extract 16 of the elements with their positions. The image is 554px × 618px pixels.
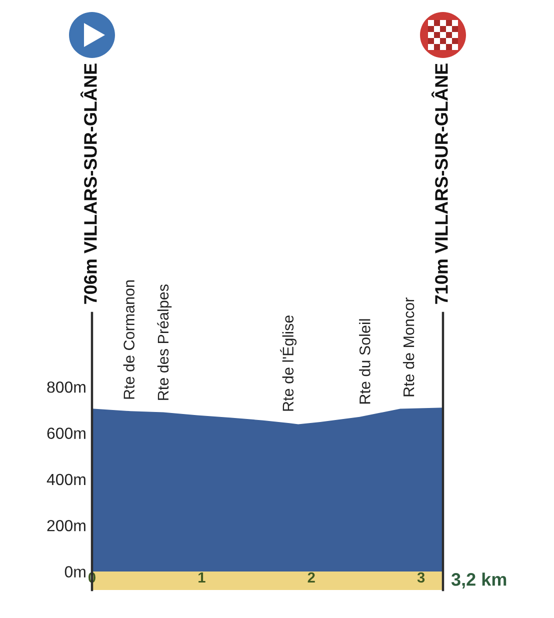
annotation: Rte de Moncor xyxy=(402,298,414,396)
y-tick-label: 600m xyxy=(47,428,86,439)
text: 710m VILLARS-SUR-GLÂNE xyxy=(431,64,448,304)
annotation: Rte des Préalpes xyxy=(157,284,172,400)
x-tick-label: 2 xyxy=(308,572,315,583)
annotation: Rte de Cormanon xyxy=(123,280,134,399)
text: 706m VILLARS-SUR-GLÂNE xyxy=(80,64,97,304)
y-tick-label: 200m xyxy=(47,520,86,532)
annotation: Rte du Soleil xyxy=(359,319,370,404)
x-tick-label: 1 xyxy=(198,572,206,583)
x-tick-label: 3 xyxy=(417,572,425,583)
y-tick-label: 400m xyxy=(46,474,86,486)
annotation: Rte de l'Église xyxy=(280,315,297,411)
y-tick-label: 0m xyxy=(64,566,86,578)
x-axis-title: 3,2 km xyxy=(451,572,506,588)
y-tick-label: 800m xyxy=(47,382,86,393)
